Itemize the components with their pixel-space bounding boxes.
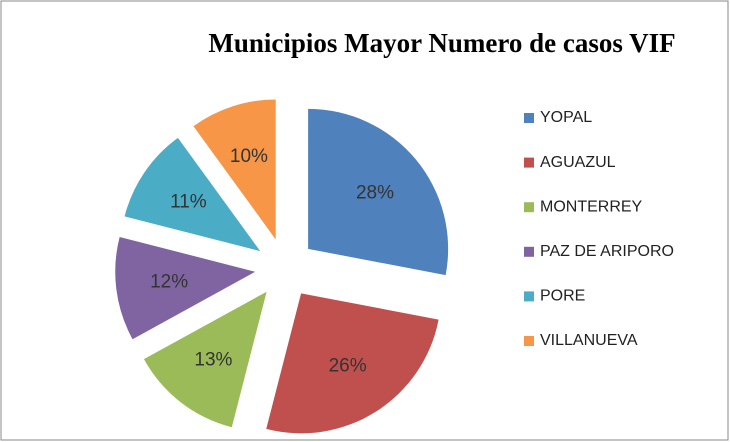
pie-slice	[143, 291, 267, 428]
slice-label: 10%	[230, 146, 268, 167]
slice-label: 26%	[329, 356, 367, 377]
legend-swatch	[524, 202, 534, 213]
pie-slice	[266, 293, 439, 434]
legend-swatch	[524, 336, 534, 346]
chart-title: Municipios Mayor Numero de casos VIF	[208, 28, 675, 58]
legend-label: VILLANUEVA	[540, 332, 638, 349]
legend-swatch	[524, 113, 534, 123]
pie-slice	[115, 236, 256, 340]
legend-swatch	[524, 291, 534, 302]
slice-label: 12%	[150, 272, 188, 293]
legend-label: PAZ DE ARIPORO	[540, 243, 674, 260]
slice-label: 11%	[170, 191, 207, 212]
legend-label: PORE	[540, 288, 585, 305]
slice-label: 28%	[356, 183, 394, 204]
pie-slice	[308, 108, 449, 276]
pie-slice	[193, 99, 276, 240]
slice-label: 13%	[194, 349, 232, 370]
legend-label: YOPAL	[540, 109, 592, 126]
legend-swatch	[524, 157, 534, 168]
pie-slice	[124, 137, 261, 252]
legend-label: AGUAZUL	[540, 154, 616, 171]
legend-label: MONTERREY	[540, 198, 643, 215]
legend-swatch	[524, 246, 534, 257]
